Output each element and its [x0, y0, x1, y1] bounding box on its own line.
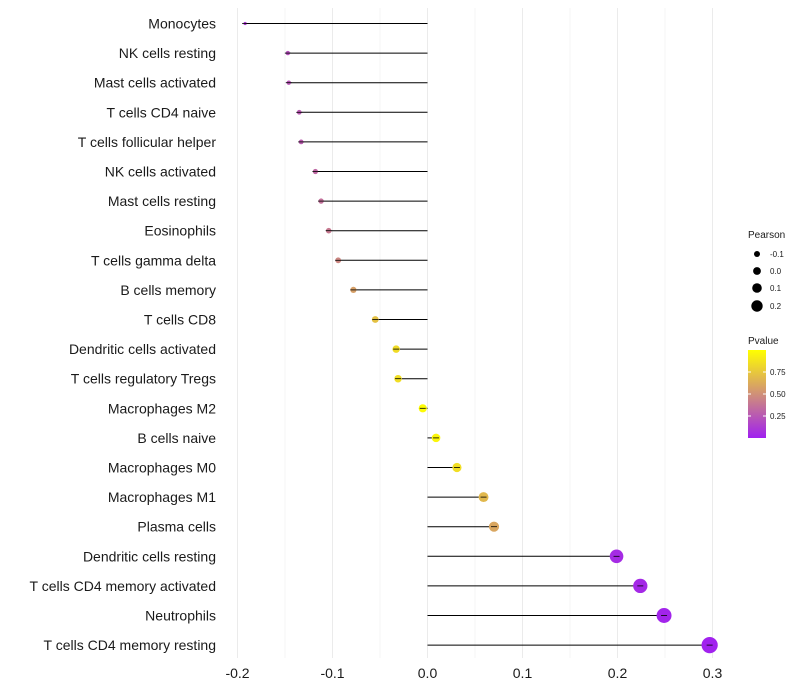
- legend-size-label: 0.1: [770, 284, 782, 293]
- x-tick-label: 0.1: [513, 665, 533, 681]
- legend-pearson-title: Pearson: [748, 230, 785, 241]
- lollipop-segments: [245, 23, 710, 646]
- category-label: Dendritic cells activated: [69, 341, 216, 357]
- legend-pvalue-title: Pvalue: [748, 336, 779, 347]
- x-tick-label: -0.2: [225, 665, 249, 681]
- category-label: Plasma cells: [137, 519, 216, 535]
- category-label: B cells memory: [120, 282, 216, 298]
- category-label: Neutrophils: [145, 608, 216, 624]
- category-label: Eosinophils: [144, 223, 216, 239]
- category-label: T cells regulatory Tregs: [71, 371, 216, 387]
- category-label: Mast cells activated: [94, 75, 216, 91]
- x-tick-label: 0.0: [418, 665, 438, 681]
- category-label: NK cells resting: [119, 45, 216, 61]
- category-label: Mast cells resting: [108, 193, 216, 209]
- y-axis-category-labels: Monocytes NK cells resting Mast cells acti…: [30, 16, 217, 654]
- legend-size-key: [754, 251, 760, 257]
- legend-size-key: [751, 300, 763, 312]
- legend-size-key: [752, 283, 762, 293]
- legend-size-label: 0.0: [770, 267, 782, 276]
- legend-size-label: 0.2: [770, 302, 782, 311]
- category-label: Macrophages M1: [108, 489, 216, 505]
- category-label: T cells CD4 naive: [107, 104, 217, 120]
- category-label: T cells follicular helper: [78, 134, 217, 150]
- legend-colorbar-label: 0.25: [770, 412, 786, 421]
- category-label: T cells CD4 memory activated: [30, 578, 216, 594]
- x-tick-label: -0.1: [320, 665, 344, 681]
- x-tick-label: 0.3: [703, 665, 723, 681]
- legend-pvalue: Pvalue 0.25 0.50 0.75: [748, 336, 786, 438]
- legend-size-key: [753, 267, 761, 275]
- category-label: Monocytes: [148, 16, 216, 32]
- legend-size-label: -0.1: [770, 250, 784, 259]
- x-tick-label: 0.2: [608, 665, 628, 681]
- category-label: T cells CD8: [144, 312, 216, 328]
- category-label: B cells naive: [137, 430, 216, 446]
- legend-pearson: Pearson -0.1 0.0 0.1 0.2: [748, 230, 785, 312]
- category-label: T cells CD4 memory resting: [44, 637, 216, 653]
- lollipop-points: [242, 21, 718, 654]
- legend-colorbar-label: 0.75: [770, 368, 786, 377]
- category-label: Macrophages M0: [108, 460, 216, 476]
- category-label: NK cells activated: [105, 164, 216, 180]
- category-label: Macrophages M2: [108, 400, 216, 416]
- category-label: Dendritic cells resting: [83, 548, 216, 564]
- category-label: T cells gamma delta: [91, 252, 216, 268]
- grid-lines: [237, 8, 713, 658]
- legend-colorbar-label: 0.50: [770, 390, 786, 399]
- x-axis-tick-labels: -0.2 -0.1 0.0 0.1 0.2 0.3: [225, 665, 722, 681]
- legend-colorbar: [748, 350, 766, 438]
